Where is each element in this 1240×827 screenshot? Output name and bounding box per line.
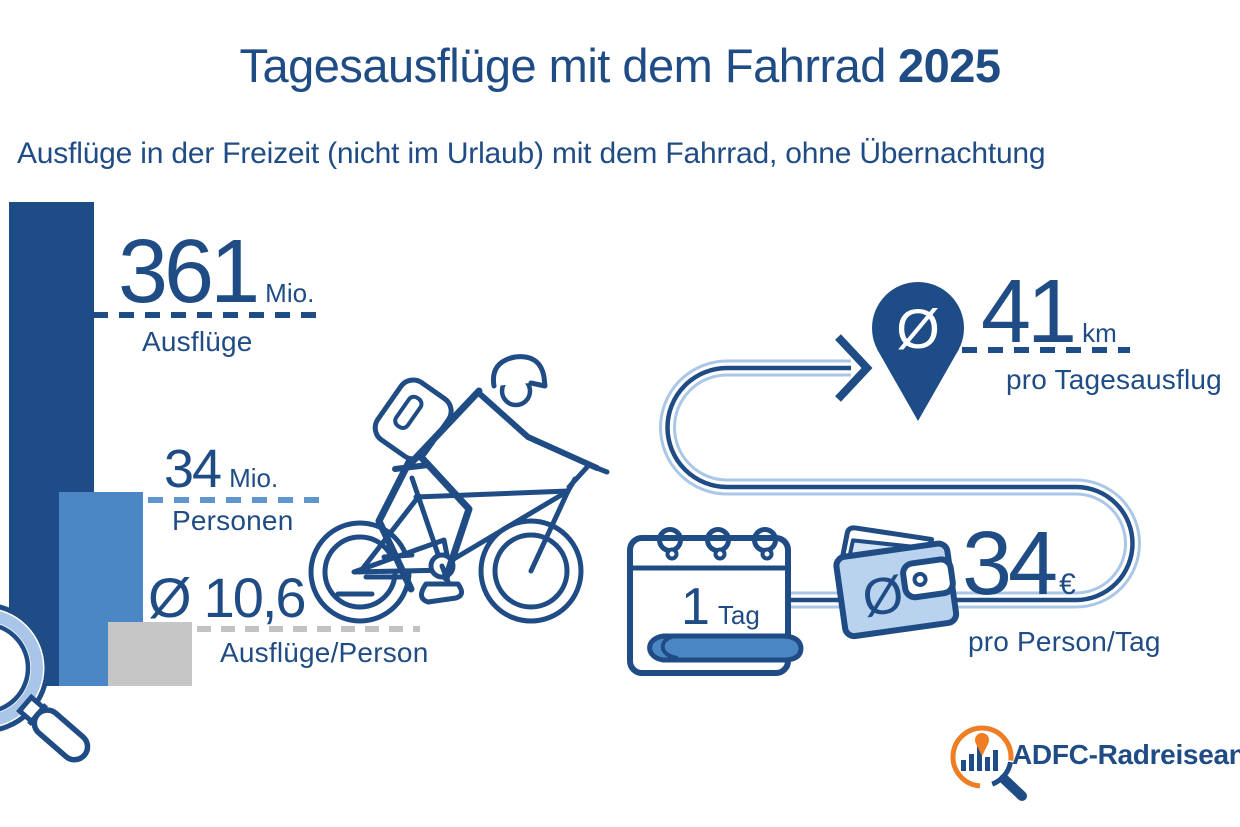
stat-dauer-unit: Tag	[717, 600, 760, 630]
logo-magnifier-icon	[950, 725, 1027, 801]
stat-ausfluege-pro-person: Ø 10,6	[148, 570, 307, 626]
calendar-icon	[627, 527, 804, 676]
stat-distanz-unit: km	[1082, 318, 1117, 348]
diameter-symbol: Ø	[148, 566, 192, 629]
stat-dauer: 1 Tag	[681, 581, 760, 633]
stat-ausfluege-pro-person-value: 10,6	[203, 566, 307, 629]
stat-ausfluege-label: Ausflüge	[142, 326, 253, 357]
rider-arm	[478, 392, 600, 471]
rider-near-leg	[417, 453, 473, 582]
stat-distanz-label: pro Tagesausflug	[1006, 364, 1222, 395]
stat-ausgaben-label: pro Person/Tag	[968, 626, 1161, 657]
logo-pin-icon	[975, 733, 989, 756]
wallet-clasp	[900, 556, 956, 601]
title-main: Tagesausflüge mit dem Fahrrad	[239, 39, 887, 92]
stat-personen-unit: Mio.	[229, 463, 279, 493]
page-subtitle: Ausflüge in der Freizeit (nicht im Urlau…	[17, 137, 1046, 170]
wallet-button	[912, 571, 928, 587]
stat-ausfluege-pro-person-label: Ausflüge/Person	[220, 637, 429, 668]
bike-frame	[357, 462, 610, 575]
calendar-rings	[657, 527, 778, 561]
backpack-icon	[372, 377, 454, 462]
cyclist-illustration	[308, 354, 610, 624]
dashed-lines	[93, 312, 1130, 632]
magnifier-icon	[0, 604, 91, 763]
stat-distanz: 41 km	[981, 267, 1117, 357]
rider-torso	[408, 387, 483, 466]
stat-ausfluege: 361 Mio.	[118, 227, 314, 317]
helmet-icon	[490, 354, 548, 389]
stat-ausfluege-value: 361	[118, 222, 260, 322]
logo-bar-chart	[961, 745, 998, 771]
arrow-icon	[835, 334, 873, 402]
wallet-diameter-symbol: Ø	[859, 565, 907, 628]
stat-ausgaben-unit: €	[1059, 568, 1076, 601]
stat-distanz-value: 41	[981, 262, 1077, 362]
logo-magnifier-handle	[999, 774, 1027, 801]
stat-personen: 34 Mio.	[164, 442, 278, 496]
stat-personen-value: 34	[164, 439, 222, 499]
calendar-page-curl	[647, 633, 804, 663]
title-year: 2025	[897, 39, 1001, 92]
location-pin-icon: Ø	[872, 282, 964, 421]
front-wheel	[478, 518, 584, 624]
rider-shoe	[419, 581, 464, 605]
stat-ausfluege-unit: Mio.	[265, 278, 315, 308]
stat-dauer-value: 1	[681, 578, 710, 636]
wallet-icon: Ø	[833, 525, 960, 640]
stat-personen-label: Personen	[172, 505, 294, 536]
pin-diameter-symbol: Ø	[896, 297, 940, 360]
saddle	[392, 462, 431, 472]
stat-ausgaben-value: 34	[962, 514, 1058, 614]
rider-far-leg	[375, 456, 415, 593]
magnifier-handle	[16, 693, 91, 763]
stat-ausgaben: 34 €	[962, 519, 1076, 609]
page-title: Tagesausflüge mit dem Fahrrad 2025	[0, 38, 1240, 93]
logo-text: ADFC-Radreiseanalyse	[1012, 739, 1240, 770]
bar-ausfluege-pro-person	[108, 622, 192, 686]
